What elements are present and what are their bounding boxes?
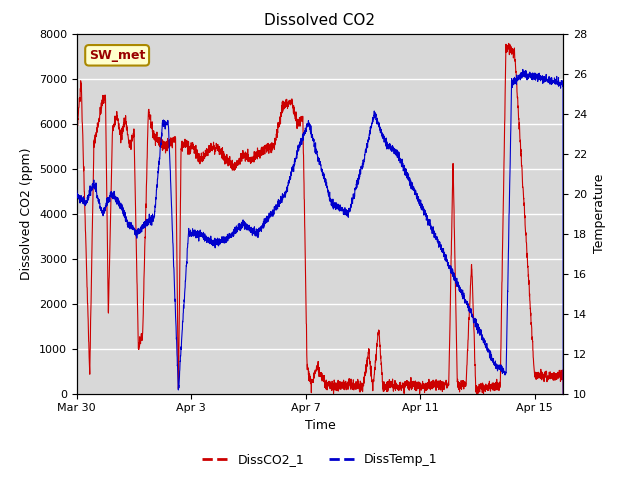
Y-axis label: Temperature: Temperature [593, 174, 605, 253]
Title: Dissolved CO2: Dissolved CO2 [264, 13, 376, 28]
Text: SW_met: SW_met [89, 49, 145, 62]
X-axis label: Time: Time [305, 419, 335, 432]
Y-axis label: Dissolved CO2 (ppm): Dissolved CO2 (ppm) [20, 147, 33, 280]
Legend: DissCO2_1, DissTemp_1: DissCO2_1, DissTemp_1 [197, 448, 443, 471]
